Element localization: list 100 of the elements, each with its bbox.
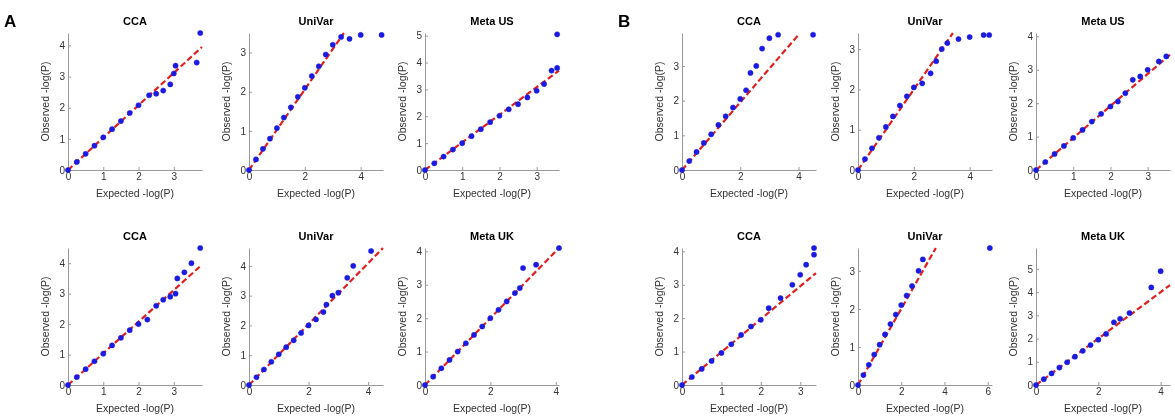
y-axis-title: Observed -log(P)	[39, 61, 51, 142]
y-tick-label: 2	[673, 312, 680, 324]
x-tick-label: 2	[911, 171, 918, 183]
y-tick-label: 5	[416, 30, 423, 42]
y-axis-title: Observed -log(P)	[1007, 61, 1019, 142]
x-axis-title: Expected -log(P)	[276, 402, 356, 414]
x-tick-label: 1	[1070, 171, 1077, 183]
x-tick-label: 4	[942, 386, 949, 398]
y-axis-title: Observed -log(P)	[829, 61, 841, 142]
x-tick-label: 1	[100, 171, 107, 183]
y-tick-label: 2	[240, 320, 247, 332]
x-tick-label: 3	[1145, 171, 1152, 183]
y-tick-label: 4	[673, 246, 680, 258]
x-axis-title: Expected -log(P)	[1063, 187, 1143, 199]
text: A	[4, 12, 17, 31]
x-tick-label: 2	[737, 171, 744, 183]
y-axis-title: Observed -log(P)	[396, 276, 408, 357]
chart-title: CCA	[123, 15, 147, 27]
y-axis-title: Observed -log(P)	[1007, 276, 1019, 357]
y-tick-label: 1	[416, 346, 423, 358]
y-tick-label: 5	[1027, 263, 1034, 275]
x-axis-title: Expected -log(P)	[452, 402, 532, 414]
x-axis-title: Expected -log(P)	[885, 402, 965, 414]
y-axis-title: Observed -log(P)	[653, 61, 665, 142]
x-axis-title: Expected -log(P)	[95, 402, 175, 414]
y-tick-label: 2	[59, 102, 66, 114]
chart-title: UniVar	[298, 15, 335, 27]
x-tick-label: 2	[302, 171, 309, 183]
y-axis-title: Observed -log(P)	[829, 276, 841, 357]
x-tick-label: 1	[459, 171, 466, 183]
y-axis-title: Observed -log(P)	[653, 276, 665, 357]
y-tick-label: 3	[59, 288, 66, 300]
y-tick-label: 3	[1027, 64, 1034, 76]
x-axis-title: Expected -log(P)	[95, 187, 175, 199]
y-tick-label: 4	[1027, 286, 1034, 298]
y-tick-label: 3	[849, 265, 856, 277]
x-axis-title: Expected -log(P)	[276, 187, 356, 199]
y-tick-label: 1	[59, 133, 66, 145]
chart-title: UniVar	[907, 230, 944, 242]
y-tick-label: 2	[849, 84, 856, 96]
y-tick-label: 2	[416, 312, 423, 324]
x-axis-title: Expected -log(P)	[452, 187, 532, 199]
y-tick-label: 4	[59, 257, 66, 269]
x-tick-label: 2	[898, 386, 905, 398]
chart-title: CCA	[123, 230, 147, 242]
chart-title: CCA	[737, 230, 761, 242]
y-tick-label: 4	[59, 40, 66, 52]
x-tick-label: 4	[365, 386, 372, 398]
chart-title: CCA	[737, 15, 761, 27]
y-tick-label: 4	[1027, 31, 1034, 43]
x-axis-title: Expected -log(P)	[709, 187, 789, 199]
y-tick-label: 4	[416, 246, 423, 258]
y-tick-label: 1	[673, 346, 680, 358]
y-axis-title: Observed -log(P)	[220, 276, 232, 357]
x-tick-label: 3	[171, 386, 178, 398]
chart-title: Meta UK	[1080, 230, 1126, 242]
y-tick-label: 4	[416, 57, 423, 69]
x-tick-label: 4	[967, 171, 974, 183]
y-tick-label: 1	[240, 349, 247, 361]
x-tick-label: 4	[358, 171, 365, 183]
y-tick-label: 1	[673, 130, 680, 142]
x-tick-label: 1	[100, 386, 107, 398]
y-tick-label: 1	[1027, 356, 1034, 368]
x-tick-label: 2	[758, 386, 765, 398]
y-tick-label: 3	[673, 60, 680, 72]
y-tick-label: 1	[849, 341, 856, 353]
y-tick-label: 4	[240, 260, 247, 272]
y-axis-title: Observed -log(P)	[220, 61, 232, 142]
y-tick-label: 2	[240, 86, 247, 98]
x-tick-label: 2	[136, 386, 143, 398]
y-tick-label: 2	[673, 95, 680, 107]
chart-title: UniVar	[907, 15, 944, 27]
chart-title: Meta UK	[469, 230, 515, 242]
y-tick-label: 2	[1027, 333, 1034, 345]
x-tick-label: 2	[136, 171, 143, 183]
x-axis-title: Expected -log(P)	[709, 402, 789, 414]
chart-title: UniVar	[298, 230, 335, 242]
x-tick-label: 3	[797, 386, 804, 398]
x-tick-label: 2	[306, 386, 313, 398]
x-tick-label: 1	[719, 386, 726, 398]
y-tick-label: 2	[849, 303, 856, 315]
y-tick-label: 1	[416, 137, 423, 149]
y-axis-title: Observed -log(P)	[396, 61, 408, 142]
x-tick-label: 6	[985, 386, 992, 398]
x-tick-label: 3	[171, 171, 178, 183]
x-tick-label: 2	[1096, 386, 1103, 398]
y-tick-label: 2	[416, 110, 423, 122]
chart-title: Meta US	[470, 15, 514, 27]
y-tick-label: 3	[240, 290, 247, 302]
x-axis-title: Expected -log(P)	[885, 187, 965, 199]
x-tick-label: 4	[796, 171, 803, 183]
y-tick-label: 3	[416, 84, 423, 96]
y-tick-label: 2	[59, 318, 66, 330]
y-tick-label: 3	[240, 47, 247, 59]
y-axis-title: Observed -log(P)	[39, 276, 51, 357]
y-tick-label: 3	[1027, 310, 1034, 322]
y-tick-label: 3	[416, 279, 423, 291]
y-tick-label: 1	[240, 125, 247, 137]
y-tick-label: 1	[849, 124, 856, 136]
y-tick-label: 3	[673, 279, 680, 291]
